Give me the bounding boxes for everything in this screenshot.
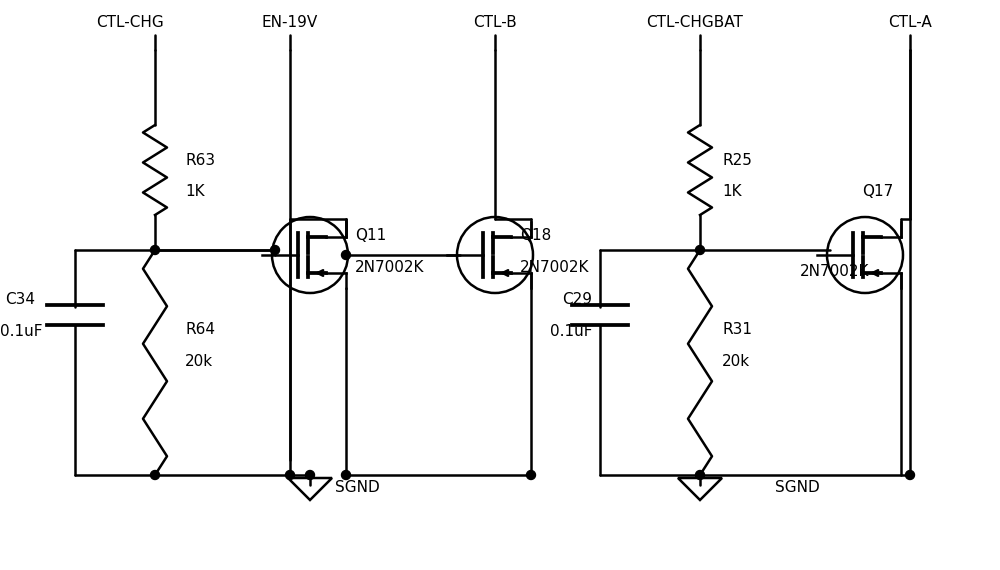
- Text: 0.1uF: 0.1uF: [0, 324, 43, 340]
- Text: CTL-B: CTL-B: [473, 15, 517, 30]
- Text: 0.1uF: 0.1uF: [550, 324, 592, 340]
- Circle shape: [906, 470, 914, 479]
- Circle shape: [342, 470, 351, 479]
- Text: C34: C34: [5, 292, 35, 307]
- Circle shape: [696, 246, 704, 254]
- Circle shape: [527, 470, 536, 479]
- Circle shape: [271, 246, 280, 254]
- Text: 2N7002K: 2N7002K: [800, 264, 870, 279]
- Text: Q17: Q17: [862, 185, 893, 200]
- Text: 1K: 1K: [185, 185, 205, 200]
- Text: SGND: SGND: [775, 481, 820, 495]
- Circle shape: [696, 470, 704, 479]
- Circle shape: [151, 470, 160, 479]
- Circle shape: [342, 250, 351, 259]
- Circle shape: [286, 470, 295, 479]
- Text: 2N7002K: 2N7002K: [520, 260, 590, 275]
- Text: CTL-A: CTL-A: [888, 15, 932, 30]
- Text: R63: R63: [185, 153, 215, 168]
- Text: EN-19V: EN-19V: [262, 15, 318, 30]
- Text: 20k: 20k: [185, 355, 213, 369]
- Text: C29: C29: [562, 292, 592, 307]
- Text: SGND: SGND: [335, 481, 380, 495]
- Text: CTL-CHGBAT: CTL-CHGBAT: [647, 15, 743, 30]
- Text: 1K: 1K: [722, 185, 742, 200]
- Text: R25: R25: [722, 153, 752, 168]
- Circle shape: [151, 246, 160, 254]
- Text: Q11: Q11: [355, 227, 386, 242]
- Text: R31: R31: [722, 323, 752, 337]
- Circle shape: [306, 470, 315, 479]
- Text: R64: R64: [185, 323, 215, 337]
- Text: 20k: 20k: [722, 355, 750, 369]
- Text: 2N7002K: 2N7002K: [355, 260, 425, 275]
- Text: Q18: Q18: [520, 227, 551, 242]
- Text: CTL-CHG: CTL-CHG: [96, 15, 164, 30]
